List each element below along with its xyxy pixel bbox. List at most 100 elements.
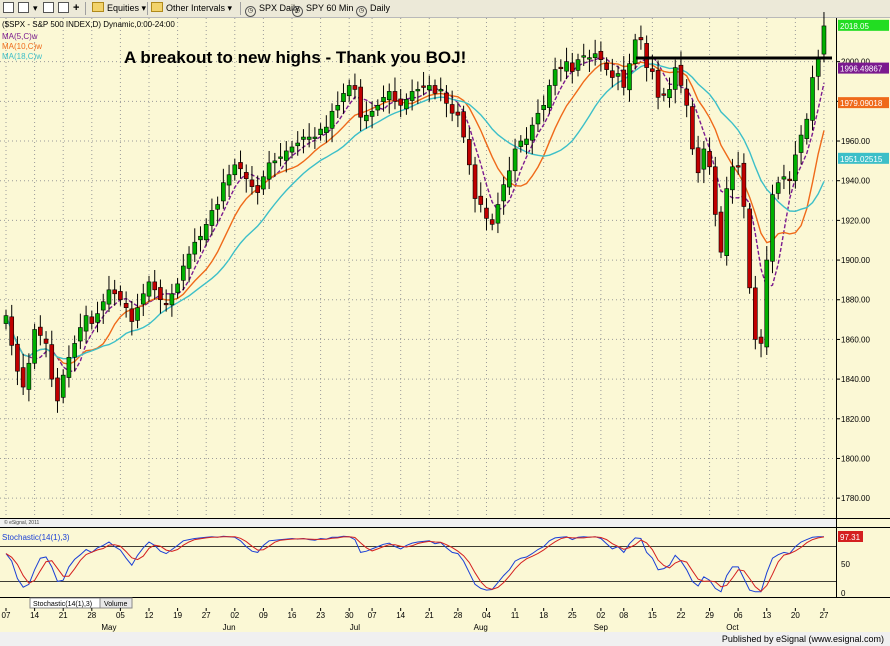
candle-body [615, 73, 621, 77]
candle-body [409, 91, 415, 101]
candle-body [9, 316, 15, 346]
candle-body [221, 182, 226, 202]
ma18-legend: MA(18,C)w [2, 52, 42, 61]
candle-body [484, 207, 489, 219]
x-tick-label: 27 [820, 611, 829, 620]
candle-body [289, 146, 295, 153]
candle-body [518, 140, 524, 147]
clock-icon: ◷ [245, 6, 256, 17]
candle-body [209, 210, 215, 226]
candle-body [501, 184, 506, 202]
candle-body [524, 138, 529, 145]
candle-body [186, 253, 192, 269]
candle-body [398, 98, 403, 106]
candle-body [381, 97, 386, 103]
candle-body [140, 293, 146, 305]
ma18-line [5, 62, 825, 360]
candle-body [386, 91, 392, 101]
equities-label: Equities [107, 3, 140, 13]
spx-daily-button[interactable]: ◷ SPX Daily [245, 2, 300, 17]
candle-body [438, 89, 444, 92]
candle-body [421, 85, 426, 88]
y-tick-label: 1780.00 [841, 494, 870, 503]
month-label: Oct [726, 623, 739, 632]
x-tick-label: 28 [453, 611, 462, 620]
layout-icon[interactable] [3, 2, 16, 15]
candle-body [404, 99, 409, 110]
x-tick-label: 22 [677, 611, 686, 620]
footer-credit: Published by eSignal (www.esignal.com) [721, 634, 884, 644]
page-icon[interactable] [18, 2, 31, 15]
date-axis-background [0, 597, 890, 632]
candle-body [541, 105, 546, 110]
candle-body [226, 174, 232, 186]
candle-body [43, 338, 49, 344]
other-intervals-menu[interactable]: Other Intervals ▾ [151, 2, 232, 15]
stochastic-label: Stochastic(14(1),3) [2, 533, 70, 542]
other-intervals-label: Other Intervals [166, 3, 226, 13]
candle-body [489, 219, 495, 225]
candle-body [100, 301, 106, 311]
price-label: 1979.09018 [840, 99, 883, 108]
spx-daily-label: SPX Daily [259, 3, 300, 13]
candle-body [301, 136, 306, 140]
candle-body [112, 289, 117, 295]
daily-button[interactable]: ◷ Daily [356, 2, 390, 17]
equities-menu[interactable]: Equities ▾ [92, 2, 146, 15]
candle-body [667, 89, 672, 99]
y-tick-label: 1840.00 [841, 375, 870, 384]
candle-body [632, 39, 638, 64]
candle-body [798, 134, 804, 153]
candle-body [610, 70, 615, 78]
candle-body [38, 326, 43, 336]
spy-60min-button[interactable]: ◷ SPY 60 Min [292, 2, 353, 17]
candle-body [255, 185, 260, 193]
price-label-box [838, 62, 889, 74]
dropdown-arrow-icon[interactable]: ▾ [33, 3, 38, 13]
x-tick-label: 30 [345, 611, 354, 620]
copyright-label: © eSignal, 2011 [4, 519, 40, 526]
candle-body [604, 62, 609, 70]
candle-body [32, 329, 37, 364]
candle-body [529, 124, 535, 141]
candle-body [15, 343, 20, 372]
candle-body [283, 150, 289, 161]
candle-body [346, 85, 352, 97]
candle-body [730, 166, 735, 191]
x-tick-label: 04 [482, 611, 491, 620]
candle-body [770, 194, 775, 262]
y-tick-label: 1880.00 [841, 296, 870, 305]
x-tick-label: 20 [791, 611, 800, 620]
candle-body [295, 142, 301, 147]
x-tick-label: 27 [202, 611, 211, 620]
tab-volume[interactable] [99, 597, 133, 609]
candle-body [203, 224, 209, 241]
x-tick-label: 21 [59, 611, 68, 620]
candle-body [146, 281, 152, 297]
candle-body [135, 307, 140, 321]
y-tick-label: 2000.00 [841, 58, 870, 67]
clock-icon: ◷ [292, 6, 303, 17]
candle-body [655, 70, 661, 98]
add-icon[interactable]: + [73, 2, 80, 14]
candle-body [718, 211, 724, 253]
candle-body [787, 178, 792, 181]
month-label: Aug [474, 623, 488, 632]
x-tick-label: 14 [30, 611, 39, 620]
x-tick-label: 05 [116, 611, 125, 620]
candle-body [810, 77, 815, 121]
candle-body [678, 64, 684, 86]
y-tick-label: 1800.00 [841, 454, 870, 463]
candle-body [123, 303, 129, 308]
chart-icon[interactable] [58, 2, 71, 15]
candle-body [243, 172, 249, 180]
candle-body [472, 164, 478, 199]
candle-body [735, 165, 741, 168]
price-label: 1996.49867 [840, 65, 883, 74]
grid-icon[interactable] [43, 2, 56, 15]
toolbar: ▾ + Equities ▾ Other Intervals ▾ ◷ SPX Da… [0, 0, 890, 18]
candle-body [118, 291, 123, 301]
candle-body [278, 156, 283, 159]
candle-body [169, 293, 175, 306]
